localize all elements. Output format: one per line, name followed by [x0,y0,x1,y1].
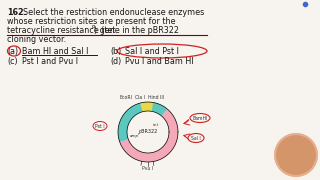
Text: Pvu I: Pvu I [142,166,154,172]
Text: (a): (a) [7,47,18,56]
Text: Bam HI and Sal I: Bam HI and Sal I [22,47,88,56]
Text: whose restriction sites are present for the: whose restriction sites are present for … [7,17,175,26]
Text: 162.: 162. [7,8,27,17]
Polygon shape [118,102,167,142]
Text: Pst I and Pvu I: Pst I and Pvu I [22,57,78,66]
Text: R: R [92,24,95,30]
Text: EcoRI: EcoRI [119,94,132,100]
Text: Hind III: Hind III [148,94,164,100]
Text: (c): (c) [7,57,18,66]
Text: r: r [137,132,139,136]
Text: amp: amp [129,134,139,138]
Text: (d): (d) [110,57,121,66]
Text: Pst I: Pst I [95,123,105,129]
Text: Sal I: Sal I [191,136,201,141]
Text: Select the restriction endonuclease enzymes: Select the restriction endonuclease enzy… [23,8,204,17]
Text: BamHI: BamHI [192,116,208,120]
Text: Pvu I and Bam HI: Pvu I and Bam HI [125,57,194,66]
Text: ) gene in the pBR322: ) gene in the pBR322 [94,26,179,35]
Text: tetracycline resistance (tet: tetracycline resistance (tet [7,26,116,35]
Circle shape [275,134,317,176]
Text: Sal I and Pst I: Sal I and Pst I [125,47,179,56]
Polygon shape [120,109,178,162]
Text: pBR322: pBR322 [138,129,158,134]
Polygon shape [140,102,153,112]
Text: cloning vector.: cloning vector. [7,35,66,44]
Text: Cla I: Cla I [135,94,145,100]
Text: tet: tet [153,123,159,127]
Text: (b): (b) [110,47,121,56]
